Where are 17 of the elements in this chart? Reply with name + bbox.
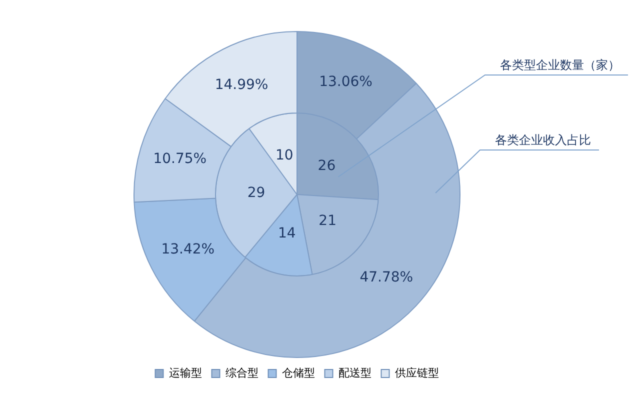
slice-label: 各类型企业数量（家） bbox=[500, 58, 620, 72]
legend-label: 仓储型 bbox=[282, 366, 315, 380]
data-label: 10 bbox=[275, 147, 294, 164]
data-label: 13.06% bbox=[319, 74, 372, 90]
data-label: 29 bbox=[247, 184, 266, 201]
legend-label: 供应链型 bbox=[394, 366, 439, 380]
legend-label: 配送型 bbox=[338, 366, 372, 380]
legend-label: 综合型 bbox=[225, 366, 258, 380]
data-label: 13.42% bbox=[161, 241, 215, 258]
data-label: 14.99% bbox=[214, 77, 268, 94]
legend-label: 运输型 bbox=[168, 366, 202, 380]
data-label: 10.75% bbox=[153, 151, 207, 168]
data-label: 21 bbox=[318, 213, 336, 230]
data-label: 26 bbox=[318, 158, 336, 174]
data-label: 47.78% bbox=[360, 270, 414, 286]
slice-label: 各类企业收入占比 bbox=[495, 133, 591, 148]
data-label: 14 bbox=[278, 226, 296, 242]
